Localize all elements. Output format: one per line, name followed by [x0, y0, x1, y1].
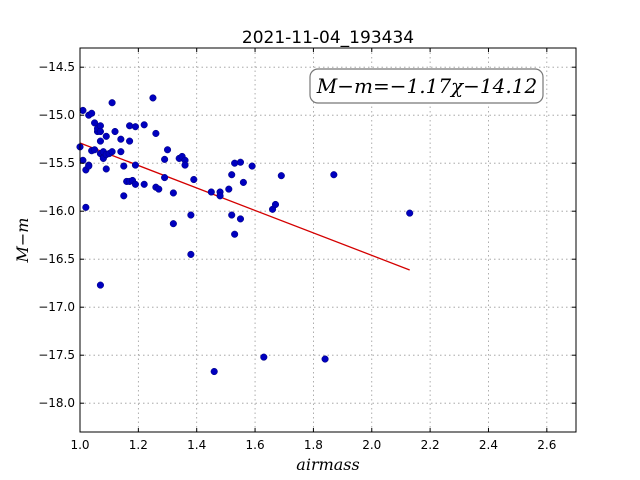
- data-point: [91, 146, 99, 154]
- y-tick-label: −16.5: [38, 252, 75, 266]
- y-tick-label: −15.5: [38, 156, 75, 170]
- data-point: [108, 148, 116, 156]
- data-point: [96, 127, 104, 136]
- x-tick-label: 1.6: [246, 438, 265, 452]
- data-point: [260, 353, 268, 361]
- data-point: [82, 203, 90, 211]
- data-point: [131, 161, 139, 169]
- data-point: [248, 162, 256, 170]
- y-tick-label: −15.0: [38, 108, 75, 122]
- data-point: [210, 367, 218, 376]
- data-point: [96, 281, 104, 289]
- x-tick-label: 2.6: [537, 438, 556, 452]
- data-point: [161, 155, 169, 163]
- data-point: [271, 200, 280, 209]
- axis-ticks: [79, 48, 576, 432]
- data-point: [161, 174, 169, 182]
- data-point: [126, 137, 134, 145]
- data-point: [126, 122, 134, 130]
- x-tick-label: 1.0: [70, 438, 89, 452]
- plot-frame: [79, 47, 577, 433]
- data-point: [225, 185, 233, 193]
- annotation-box: [309, 68, 544, 104]
- x-tick-label: 1.8: [304, 438, 323, 452]
- plot-area: [80, 48, 576, 432]
- data-point: [216, 192, 224, 200]
- data-point: [228, 211, 236, 219]
- y-tick-label: −18.0: [38, 396, 75, 410]
- x-tick-label: 2.0: [362, 438, 381, 452]
- data-point: [102, 165, 110, 173]
- data-point: [406, 209, 414, 217]
- fit-annotation: M−m=−1.17χ−14.12: [309, 68, 544, 104]
- data-point: [85, 162, 93, 170]
- data-point: [187, 250, 195, 258]
- data-point: [181, 161, 189, 169]
- data-point: [96, 137, 104, 145]
- data-point: [131, 123, 139, 131]
- grid-lines: [80, 48, 576, 432]
- y-tick-label: −16.0: [38, 204, 75, 218]
- data-point: [239, 178, 247, 186]
- y-tick-label: −17.0: [38, 300, 75, 314]
- data-point: [131, 180, 139, 188]
- data-point: [79, 106, 87, 114]
- data-point: [190, 175, 198, 184]
- data-point: [231, 230, 239, 238]
- data-point: [163, 146, 172, 154]
- y-axis-label: M−m: [13, 218, 32, 264]
- data-point: [228, 171, 236, 179]
- data-point: [277, 172, 285, 180]
- data-point: [120, 162, 128, 170]
- data-point: [140, 180, 148, 188]
- data-point: [117, 135, 125, 143]
- data-point: [91, 119, 99, 127]
- data-point: [111, 127, 119, 136]
- y-tick-label: −17.5: [38, 348, 75, 362]
- data-point: [231, 159, 239, 167]
- data-point: [79, 156, 87, 164]
- x-axis-label: airmass: [296, 455, 359, 474]
- x-tick-label: 2.2: [421, 438, 440, 452]
- data-point: [236, 215, 245, 223]
- data-point: [169, 189, 177, 197]
- data-point: [187, 211, 195, 219]
- x-tick-labels: 1.0 1.2 1.4 1.6 1.8 2.0 2.2 2.4 2.6: [70, 438, 556, 452]
- data-point: [207, 188, 215, 196]
- data-point: [140, 121, 148, 129]
- data-point: [88, 109, 96, 117]
- x-tick-label: 1.4: [187, 438, 206, 452]
- data-point: [236, 158, 245, 166]
- y-tick-labels: −14.5 −15.0 −15.5 −16.0 −16.5 −17.0 −17.5 −18.0: [38, 60, 75, 410]
- x-tick-label: 2.4: [479, 438, 498, 452]
- data-point: [117, 148, 125, 156]
- data-point: [102, 132, 110, 140]
- data-point: [149, 94, 157, 102]
- data-point: [120, 192, 128, 200]
- y-tick-label: −14.5: [38, 60, 75, 74]
- x-tick-label: 1.2: [129, 438, 148, 452]
- data-point: [330, 171, 338, 179]
- data-point: [155, 185, 163, 193]
- data-point: [108, 99, 116, 107]
- data-point: [321, 355, 329, 363]
- data-point: [152, 129, 160, 137]
- annotation-text: M−m=−1.17χ−14.12: [316, 74, 537, 98]
- chart-title: 2021-11-04_193434: [242, 28, 414, 48]
- data-points: [76, 94, 414, 376]
- data-point: [169, 220, 177, 228]
